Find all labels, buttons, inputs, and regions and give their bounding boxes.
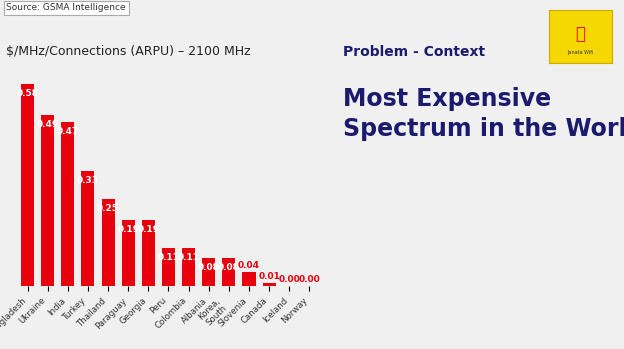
Text: Source: GSMA Intelligence: Source: GSMA Intelligence <box>6 3 126 13</box>
Text: 0.33: 0.33 <box>77 176 99 185</box>
Text: 0.25: 0.25 <box>97 204 119 213</box>
Bar <box>122 220 135 286</box>
Bar <box>102 199 115 286</box>
Text: 0.00: 0.00 <box>278 275 300 284</box>
Bar <box>222 258 235 286</box>
Bar <box>243 272 256 286</box>
Bar <box>202 258 215 286</box>
Bar <box>41 115 54 286</box>
Text: 0.11: 0.11 <box>157 253 180 262</box>
Text: 0.58: 0.58 <box>16 89 39 98</box>
Bar <box>263 283 276 286</box>
Bar <box>142 220 155 286</box>
Text: Problem - Context: Problem - Context <box>343 45 485 59</box>
Text: 📶: 📶 <box>575 25 585 43</box>
Text: 0.19: 0.19 <box>117 225 139 234</box>
Bar <box>61 122 74 286</box>
Text: 0.08: 0.08 <box>198 263 220 273</box>
Text: 0.04: 0.04 <box>238 261 260 270</box>
Text: 0.01: 0.01 <box>258 272 280 281</box>
Text: $/MHz/Connections (ARPU) – 2100 MHz: $/MHz/Connections (ARPU) – 2100 MHz <box>6 45 251 58</box>
Text: Most Expensive
Spectrum in the World: Most Expensive Spectrum in the World <box>343 87 624 141</box>
Bar <box>162 248 175 286</box>
Text: 0.19: 0.19 <box>137 225 159 234</box>
Text: Janata Wifi: Janata Wifi <box>567 50 593 55</box>
Bar <box>21 84 34 286</box>
Bar <box>81 171 94 286</box>
Text: 0.11: 0.11 <box>178 253 200 262</box>
Text: 0.47: 0.47 <box>57 127 79 136</box>
Text: 0.08: 0.08 <box>218 263 240 273</box>
Text: 0.00: 0.00 <box>298 275 320 284</box>
Bar <box>182 248 195 286</box>
Text: 0.49: 0.49 <box>37 120 59 129</box>
